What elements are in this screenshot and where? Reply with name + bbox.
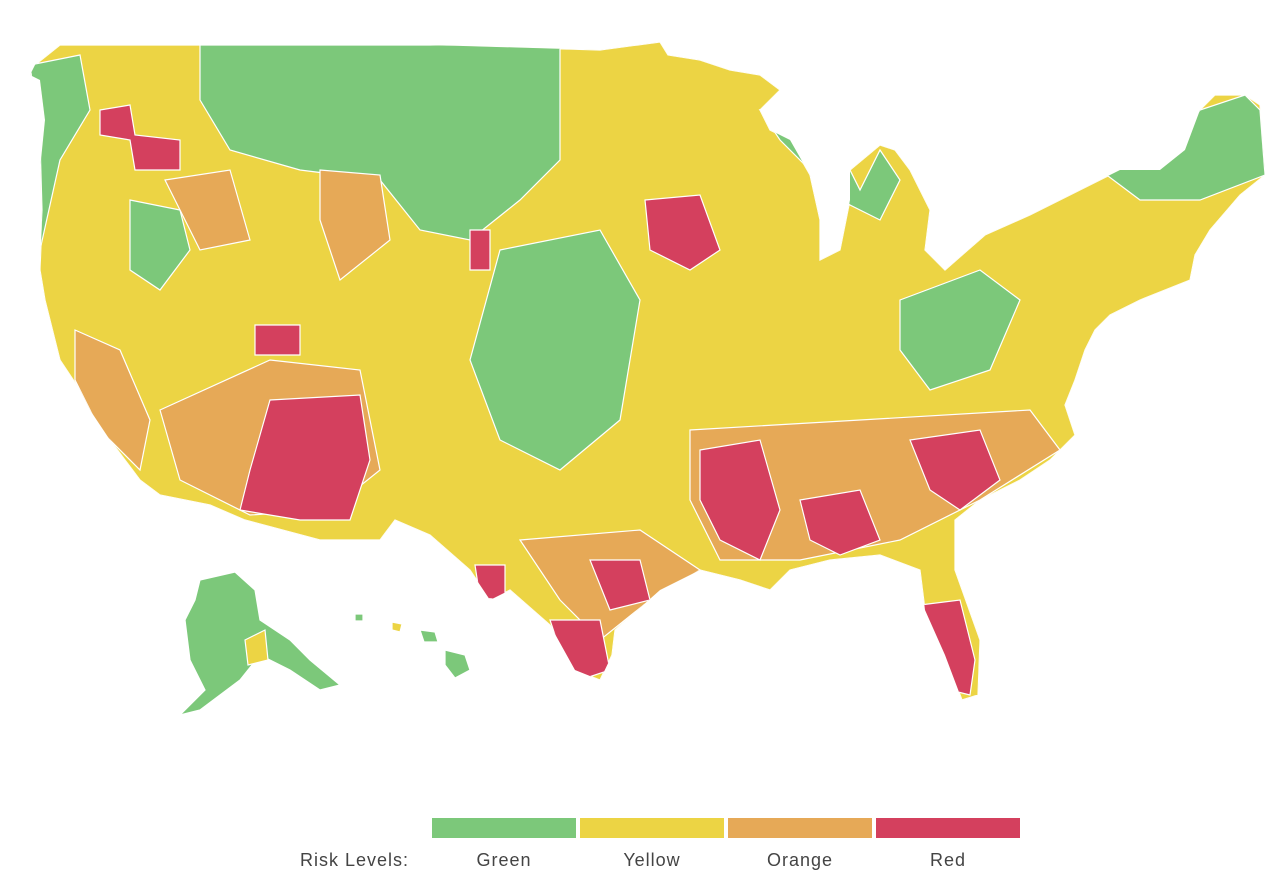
contiguous-us-counties bbox=[30, 42, 1265, 700]
hawaii-kauai bbox=[354, 613, 364, 622]
west-texas-red bbox=[474, 564, 506, 601]
appalachia-green bbox=[899, 269, 1021, 391]
legend-swatch-yellow bbox=[580, 818, 724, 838]
nebraska-red bbox=[469, 229, 491, 271]
legend-label-orange: Orange bbox=[766, 850, 834, 870]
legend-label-green: Green bbox=[476, 850, 532, 870]
georgia-red bbox=[799, 489, 881, 556]
central-plains-green bbox=[469, 229, 641, 471]
colorado-orange bbox=[319, 169, 391, 282]
arizona-red bbox=[239, 394, 371, 521]
hawaii-oahu bbox=[391, 621, 403, 633]
legend: Risk Levels: Green Yellow Orange Red bbox=[0, 810, 1288, 874]
legend-swatch-red bbox=[876, 818, 1020, 838]
california-orange bbox=[74, 329, 151, 472]
legend-title: Risk Levels: bbox=[300, 850, 410, 870]
hawaii bbox=[354, 613, 471, 679]
idaho-red bbox=[99, 104, 181, 171]
carolinas-red bbox=[909, 429, 1001, 511]
idaho-orange bbox=[164, 169, 251, 251]
south-texas-red bbox=[549, 619, 611, 681]
mississippi-delta-red bbox=[699, 439, 781, 561]
great-lakes-red bbox=[644, 194, 721, 271]
legend-swatch-orange bbox=[728, 818, 872, 838]
new-england-green bbox=[1098, 94, 1265, 201]
nevada-red bbox=[254, 324, 301, 356]
alaska-yellow-area bbox=[244, 629, 269, 666]
us-county-risk-map bbox=[30, 42, 1265, 717]
legend-label-yellow: Yellow bbox=[623, 850, 681, 870]
legend-swatch-green bbox=[432, 818, 576, 838]
hawaii-big-island bbox=[444, 649, 471, 679]
legend-label-red: Red bbox=[929, 850, 967, 870]
great-basin-green bbox=[129, 199, 191, 291]
hawaii-maui bbox=[419, 629, 439, 643]
northern-plains-green bbox=[199, 44, 561, 241]
map-canvas bbox=[30, 42, 1265, 717]
